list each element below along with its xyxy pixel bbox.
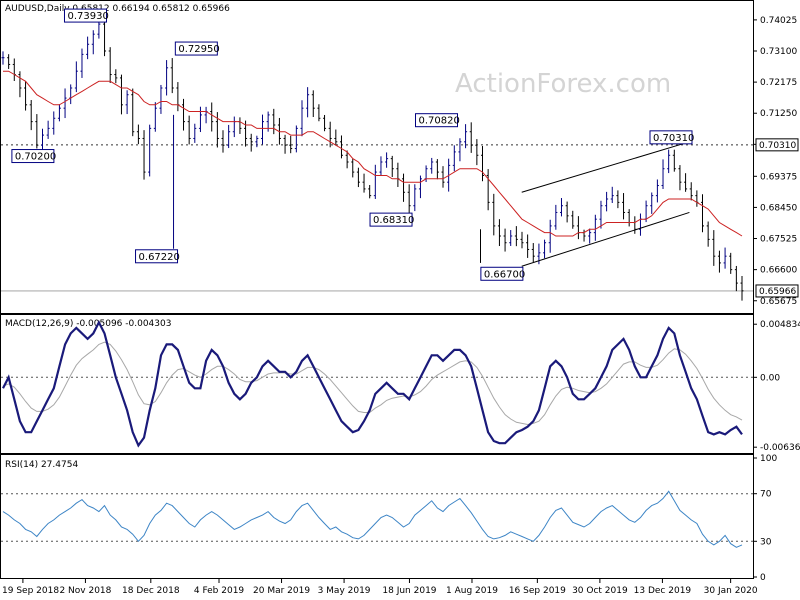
rsi-ytick-label: 0 (760, 573, 766, 583)
annotation-label: 0.72950 (178, 44, 219, 55)
price-ytick-label: 0.67525 (760, 235, 797, 245)
price-ytick-label: 0.69375 (760, 172, 797, 182)
annotation-label: 0.67220 (139, 252, 180, 263)
annotation-label: 0.66700 (484, 269, 525, 280)
xtick-label: 16 Sep 2019 (509, 586, 566, 596)
annotation-box (135, 249, 179, 264)
xtick-label: 3 May 2019 (318, 586, 371, 596)
xtick-label: 1 Aug 2019 (446, 586, 498, 596)
channel-lower-line (521, 211, 690, 267)
rsi-ytick-label: 100 (760, 454, 777, 464)
annotation-box (174, 41, 218, 56)
annotation-box (11, 149, 55, 164)
price-chart: 0.740250.731000.721750.712500.703250.693… (1, 8, 799, 307)
hline-price-tag (755, 138, 799, 152)
annotation-label: 0.70820 (419, 116, 460, 127)
x-axis: 19 Sep 2018 2 Nov 2018 18 Dec 2018 4 Feb 20… (2, 579, 758, 596)
macd-line (2, 319, 743, 448)
annotation-box (415, 113, 459, 128)
annotation-label: 0.68310 (373, 215, 414, 226)
channel-upper-line (521, 141, 690, 193)
price-ytick-label: 0.73100 (760, 47, 797, 57)
price-panel-frame (0, 0, 754, 314)
xtick-label: 18 Jun 2019 (382, 586, 436, 596)
annotation-box (63, 8, 107, 23)
moving-average-line (3, 70, 743, 237)
price-ytick-label: 0.71250 (760, 109, 797, 119)
price-ytick-label: 0.72175 (760, 78, 797, 88)
xtick-label: 20 Mar 2019 (253, 586, 310, 596)
rsi-ytick-label: 30 (760, 537, 772, 547)
rsi-line (2, 490, 743, 548)
macd-chart: 0.004834 0.00 -0.006362 (1, 319, 800, 453)
price-ytick-label: 0.74025 (760, 16, 797, 26)
price-ytick-label: 0.65675 (760, 297, 797, 307)
macd-ytick-label: -0.006362 (760, 443, 800, 453)
xtick-label: 18 Dec 2018 (122, 586, 180, 596)
xtick-label: 4 Feb 2019 (194, 586, 245, 596)
annotation-label: 0.73930 (67, 11, 108, 22)
current-price-tag-text: 0.65966 (759, 287, 796, 297)
xtick-label: 19 Sep 2018 (2, 586, 59, 596)
price-panel-title: AUDUSD,Daily 0.65812 0.66194 0.65812 0.6… (5, 4, 230, 14)
xtick-label: 30 Oct 2019 (572, 586, 628, 596)
macd-panel-title: MACD(12,26,9) -0.005096 -0.004303 (5, 319, 171, 329)
watermark-text: ActionForex.com (455, 69, 671, 99)
annotation-box (649, 130, 693, 145)
annotation-box (480, 266, 524, 281)
macd-ytick-label: 0.004834 (760, 320, 800, 330)
annotation-label: 0.70200 (15, 152, 56, 163)
annotation-label: 0.70310 (653, 133, 694, 144)
xtick-label: 30 Jan 2020 (704, 586, 758, 596)
xtick-label: 13 Dec 2019 (634, 586, 692, 596)
macd-panel-frame (0, 314, 754, 454)
price-ytick-label: 0.66600 (760, 266, 797, 276)
annotation-box (369, 212, 413, 227)
hline-price-tag-text: 0.70310 (759, 141, 796, 151)
price-ytick-label: 0.68450 (760, 203, 797, 213)
rsi-panel-title: RSI(14) 27.4754 (5, 460, 78, 470)
xtick-label: 2 Nov 2018 (59, 586, 111, 596)
signal-line (2, 341, 743, 426)
macd-ytick-label: 0.00 (760, 373, 780, 383)
rsi-panel-frame (0, 454, 754, 579)
rsi-ytick-label: 70 (760, 490, 772, 500)
rsi-chart: 100 70 30 0 (1, 454, 777, 583)
current-price-tag (755, 284, 799, 298)
